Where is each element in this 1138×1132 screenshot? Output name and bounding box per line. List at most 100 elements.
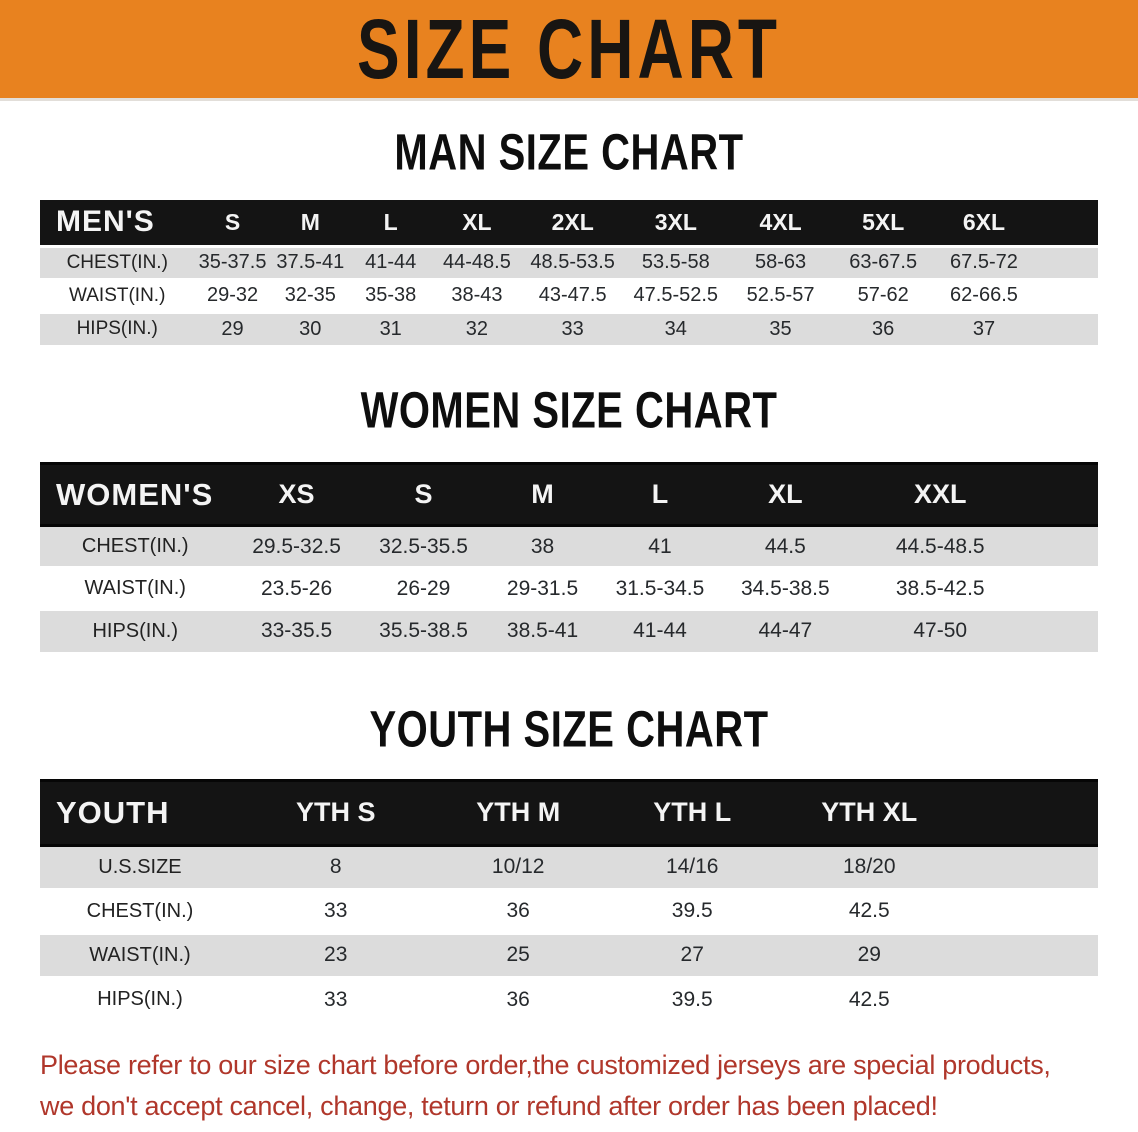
size-value-cell: 33 [239,887,432,933]
table-row: CHEST(IN.) 29.5-32.5 32.5-35.5 38 41 44.5 44.5… [40,524,1098,568]
size-value-cell: 38.5-42.5 [851,566,1098,610]
size-value-cell: 35-37.5 [194,244,271,279]
youth-size-table: YOUTH YTH S YTH M YTH L YTH XL U.S.SIZE 8… [40,778,1098,1021]
size-value-cell: 53.5-58 [622,244,729,279]
size-value-cell: 39.5 [604,887,780,933]
disclaimer-line-2: we don't accept cancel, change, teturn o… [40,1090,938,1121]
size-value-cell: 36 [832,310,934,345]
size-value-cell: 47-50 [851,608,1098,652]
womens-section-heading-text: WOMEN SIZE CHART [360,382,778,440]
womens-table-title: WOMEN'S [40,462,231,527]
row-label: WAIST(IN.) [40,566,231,610]
size-value-cell: 36 [431,975,605,1021]
size-value-cell: 63-67.5 [832,244,934,279]
size-value-cell: 14/16 [604,843,780,889]
row-label: HIPS(IN.) [40,975,240,1021]
size-value-cell: 31 [349,310,432,345]
size-value-cell: 44-48.5 [431,244,523,279]
size-value-cell: 44.5-48.5 [851,524,1098,568]
size-value-cell: 32-35 [270,277,350,312]
size-value-cell: 8 [239,843,432,889]
mens-table-header: MEN'S S M L XL 2XL 3XL 4XL 5XL 6XL [40,200,1098,246]
size-value-cell: 42.5 [779,887,1098,933]
column-header: YTH L [604,778,780,847]
disclaimer-note: Please refer to our size chart before or… [0,1045,1138,1126]
size-value-cell: 35 [728,310,833,345]
mens-size-table: MEN'S S M L XL 2XL 3XL 4XL 5XL 6XL CHEST… [40,200,1098,345]
size-value-cell: 33-35.5 [230,608,363,652]
size-value-cell: 42.5 [779,975,1098,1021]
size-value-cell: 36 [431,887,605,933]
column-header: XL [719,462,852,527]
column-header: XL [431,200,523,246]
column-header: S [362,462,485,527]
womens-table-header: WOMEN'S XS S M L XL XXL [40,462,1098,527]
table-row: WAIST(IN.) 23.5-26 26-29 29-31.5 31.5-34.5 34… [40,566,1098,610]
size-value-cell: 23.5-26 [230,566,363,610]
size-value-cell: 30 [270,310,350,345]
size-value-cell: 39.5 [604,975,780,1021]
column-header: XXL [851,462,1098,527]
table-row: WAIST(IN.) 23 25 27 29 [40,931,1098,977]
table-row: CHEST(IN.) 35-37.5 37.5-41 41-44 44-48.5 48.5… [40,244,1098,279]
column-header: M [270,200,350,246]
table-row: HIPS(IN.) 29 30 31 32 33 34 35 36 37 [40,310,1098,345]
column-header: XS [230,462,363,527]
column-header: 2XL [522,200,623,246]
size-value-cell: 29-32 [194,277,271,312]
size-value-cell: 44-47 [719,608,852,652]
size-value-cell: 27 [604,931,780,977]
table-row: U.S.SIZE 8 10/12 14/16 18/20 [40,843,1098,889]
size-value-cell: 34.5-38.5 [719,566,852,610]
size-value-cell: 35-38 [349,277,432,312]
size-value-cell: 34 [622,310,729,345]
size-value-cell: 25 [431,931,605,977]
size-value-cell: 29.5-32.5 [230,524,363,568]
column-header: L [349,200,432,246]
size-value-cell: 33 [522,310,623,345]
mens-section-heading-text: MAN SIZE CHART [394,124,744,182]
row-label: CHEST(IN.) [40,244,195,279]
size-value-cell: 33 [239,975,432,1021]
womens-size-table: WOMEN'S XS S M L XL XXL CHEST(IN.) 29.5-3… [40,462,1098,652]
table-row: HIPS(IN.) 33 36 39.5 42.5 [40,975,1098,1021]
column-header: YTH XL [779,778,1098,847]
column-header: 3XL [622,200,729,246]
table-row: WAIST(IN.) 29-32 32-35 35-38 38-43 43-47.5 47.… [40,277,1098,312]
column-header: YTH S [239,778,432,847]
column-header: 5XL [832,200,934,246]
size-value-cell: 62-66.5 [933,277,1098,312]
row-label: HIPS(IN.) [40,310,195,345]
mens-table-body: CHEST(IN.) 35-37.5 37.5-41 41-44 44-48.5 48.5… [40,244,1098,345]
row-label: WAIST(IN.) [40,277,195,312]
size-value-cell: 44.5 [719,524,852,568]
row-label: U.S.SIZE [40,843,240,889]
youth-table-title: YOUTH [40,778,240,847]
column-header: 6XL [933,200,1098,246]
size-value-cell: 41-44 [600,608,720,652]
size-value-cell: 43-47.5 [522,277,623,312]
youth-section-heading-text: YOUTH SIZE CHART [369,701,769,758]
size-value-cell: 52.5-57 [728,277,833,312]
page-title: SIZE CHART [357,1,781,97]
table-row: CHEST(IN.) 33 36 39.5 42.5 [40,887,1098,933]
size-value-cell: 38.5-41 [484,608,601,652]
row-label: CHEST(IN.) [40,887,240,933]
size-value-cell: 38-43 [431,277,523,312]
size-value-cell: 35.5-38.5 [362,608,485,652]
womens-table-body: CHEST(IN.) 29.5-32.5 32.5-35.5 38 41 44.5 44.5… [40,524,1098,652]
mens-table-title: MEN'S [40,200,195,246]
size-value-cell: 10/12 [431,843,605,889]
row-label: CHEST(IN.) [40,524,231,568]
column-header: S [194,200,271,246]
table-row: HIPS(IN.) 33-35.5 35.5-38.5 38.5-41 41-44 44-… [40,608,1098,652]
column-header: 4XL [728,200,833,246]
column-header: M [484,462,601,527]
size-chart-banner: SIZE CHART [0,0,1138,101]
size-value-cell: 32.5-35.5 [362,524,485,568]
youth-table-body: U.S.SIZE 8 10/12 14/16 18/20 CHEST(IN.) 33 36 39… [40,843,1098,1021]
size-value-cell: 26-29 [362,566,485,610]
size-value-cell: 37 [933,310,1098,345]
size-value-cell: 29-31.5 [484,566,601,610]
size-value-cell: 31.5-34.5 [600,566,720,610]
